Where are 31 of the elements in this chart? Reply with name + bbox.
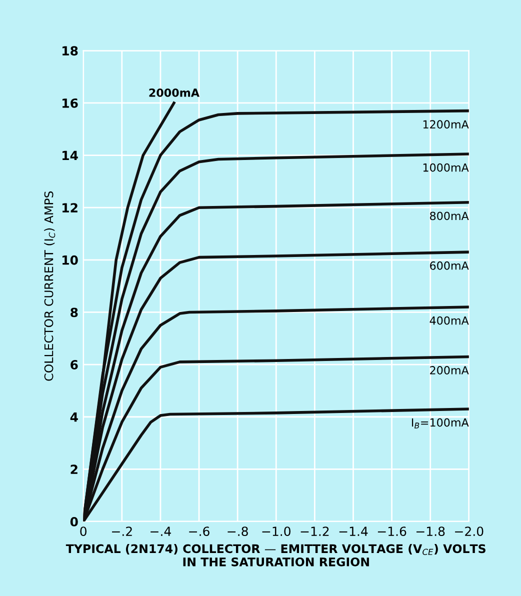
x-tick-label: −.8 [228,526,248,536]
x-tick-label: −1.0 [262,526,290,536]
series-label: I$_{B}$=100mA [412,418,469,428]
series-label: 1200mA [423,120,469,129]
y-tick-label: 4 [70,412,78,422]
y-tick-label: 10 [62,255,78,265]
series-label: 800mA [430,212,469,220]
x-tick-label: −.4 [150,526,171,536]
series-label: 400mA [430,316,469,325]
series-label: 1000mA [423,163,469,172]
series-label: 600mA [430,261,469,270]
x-tick-label: −1.4 [339,526,368,536]
y-tick-label: 18 [62,46,78,56]
y-tick-label: 14 [62,150,78,160]
text: TYPICAL (2N174) COLLECTOR — EMITTER VOLTAGE (V$_{CE}$) VOLTS IN THE SATURATION REGION [66,544,486,566]
x-tick-label: −2.0 [455,526,484,536]
x-tick-label: −1.8 [416,526,445,536]
x-tick-label: −.6 [189,526,210,536]
x-tick-label: 0 [80,526,87,536]
y-tick-label: 16 [62,98,78,108]
x-tick-label: −1.2 [300,526,329,536]
series-label: 2000mA [149,88,200,97]
y-tick-label: 6 [70,360,78,370]
y-tick-label: 12 [62,203,78,212]
series-label: 200mA [430,366,469,374]
x-tick-label: −1.6 [378,526,406,536]
x-tick-label: −.2 [112,526,132,536]
y-axis-title: COLLECTOR CURRENT (I$_{C}$) AMPS [44,191,56,381]
y-tick-label: 0 [70,516,78,526]
y-tick-label: 2 [70,464,78,474]
y-tick-label: 8 [70,308,78,318]
